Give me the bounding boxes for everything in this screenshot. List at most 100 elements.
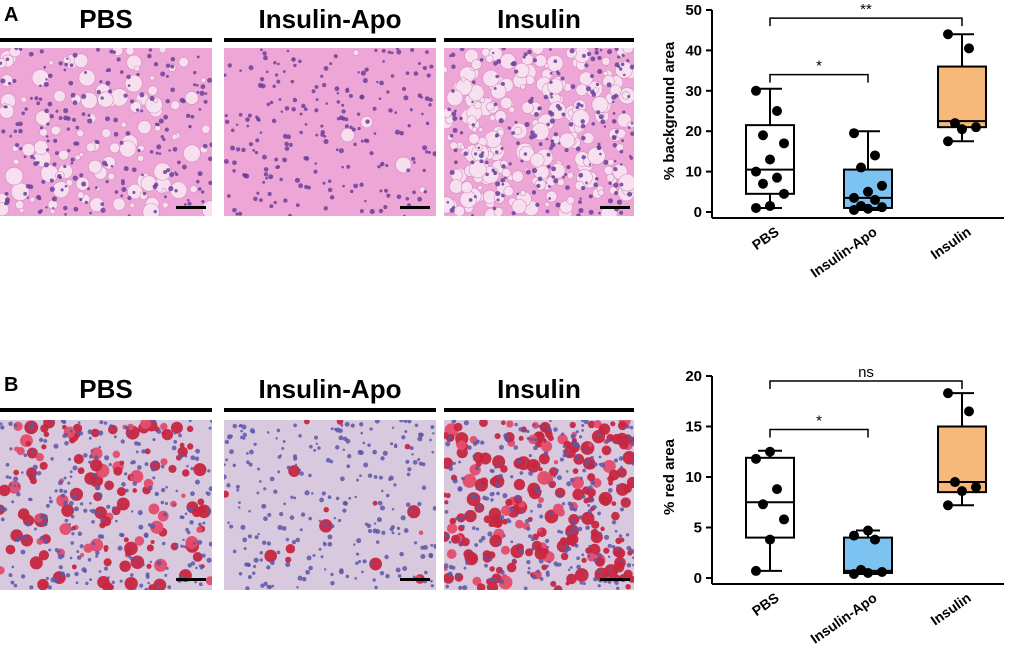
- vacuole: [508, 106, 515, 113]
- nucleus: [491, 168, 496, 173]
- nucleus: [269, 476, 275, 482]
- vacuole: [520, 84, 526, 90]
- nucleus: [452, 478, 458, 484]
- nucleus: [481, 151, 485, 155]
- nucleus: [137, 510, 143, 516]
- nucleus: [395, 567, 401, 573]
- nucleus: [485, 160, 489, 165]
- nucleus: [614, 129, 619, 134]
- vacuole: [546, 54, 564, 72]
- nucleus: [190, 561, 196, 566]
- nucleus: [266, 584, 271, 589]
- vacuole: [119, 140, 137, 158]
- vacuole: [20, 96, 27, 103]
- nucleus: [241, 147, 246, 153]
- nucleus: [514, 422, 518, 427]
- nucleus: [45, 135, 49, 138]
- nucleus: [329, 62, 333, 66]
- nucleus: [553, 427, 558, 432]
- nucleus: [505, 437, 509, 442]
- nucleus: [64, 432, 68, 437]
- lipid-droplet: [588, 442, 593, 448]
- nucleus: [630, 131, 634, 136]
- data-point: [877, 180, 887, 191]
- nucleus: [64, 518, 69, 523]
- lipid-droplet: [35, 453, 44, 462]
- data-point: [950, 118, 960, 129]
- lipid-droplet: [372, 500, 378, 506]
- nucleus: [72, 52, 78, 58]
- nucleus: [36, 161, 40, 165]
- vacuole: [124, 74, 143, 93]
- nucleus: [626, 545, 632, 551]
- vacuole: [184, 91, 199, 105]
- nucleus: [588, 485, 593, 490]
- nucleus: [13, 129, 18, 134]
- vacuole: [78, 69, 96, 87]
- nucleus: [606, 438, 611, 443]
- nucleus: [149, 560, 153, 564]
- nucleus: [409, 509, 414, 513]
- nucleus: [156, 584, 161, 588]
- nucleus: [553, 474, 556, 478]
- panel-letter-b: B: [4, 374, 19, 396]
- lipid-droplet: [538, 467, 543, 472]
- nucleus: [446, 201, 450, 204]
- nucleus: [504, 176, 507, 180]
- nucleus: [462, 586, 465, 589]
- nucleus: [112, 506, 116, 510]
- nucleus: [186, 530, 191, 535]
- nucleus: [232, 207, 237, 213]
- nucleus: [97, 492, 103, 498]
- nucleus: [52, 162, 57, 167]
- lipid-droplet: [29, 556, 43, 570]
- nucleus: [263, 172, 269, 177]
- nucleus: [598, 211, 601, 215]
- nucleus: [458, 541, 462, 545]
- nucleus: [134, 441, 139, 446]
- nucleus: [195, 179, 200, 184]
- lipid-droplet: [303, 420, 310, 425]
- nucleus: [18, 121, 23, 127]
- vacuole: [485, 102, 495, 112]
- nucleus: [593, 182, 599, 188]
- lipid-droplet: [224, 490, 229, 498]
- nucleus: [580, 104, 584, 108]
- nucleus: [48, 499, 53, 504]
- nucleus: [557, 529, 561, 534]
- nucleus: [627, 191, 633, 197]
- nucleus: [327, 541, 333, 547]
- nucleus: [285, 537, 290, 542]
- nucleus: [70, 92, 76, 98]
- nucleus: [401, 435, 406, 440]
- nucleus: [543, 94, 549, 100]
- nucleus: [276, 79, 281, 84]
- nucleus: [182, 538, 185, 542]
- nucleus: [37, 196, 42, 201]
- nucleus: [230, 128, 235, 133]
- nucleus: [566, 546, 572, 552]
- nucleus: [580, 185, 586, 191]
- vacuole: [49, 208, 56, 214]
- nucleus: [470, 160, 475, 165]
- nucleus: [204, 92, 208, 95]
- nucleus: [393, 483, 397, 487]
- nucleus: [384, 188, 388, 193]
- nucleus: [593, 576, 598, 582]
- nucleus: [152, 476, 156, 480]
- nucleus: [225, 458, 229, 462]
- nucleus: [283, 198, 288, 203]
- nucleus: [274, 73, 279, 77]
- nucleus: [293, 423, 298, 428]
- nucleus: [607, 569, 610, 573]
- nucleus: [198, 582, 203, 587]
- nucleus: [336, 91, 340, 95]
- nucleus: [539, 577, 544, 581]
- nucleus: [87, 187, 91, 191]
- nucleus: [518, 548, 524, 554]
- nucleus: [10, 580, 15, 585]
- nucleus: [300, 512, 306, 517]
- nucleus: [295, 537, 301, 543]
- lipid-droplet: [112, 450, 121, 459]
- nucleus: [570, 84, 576, 90]
